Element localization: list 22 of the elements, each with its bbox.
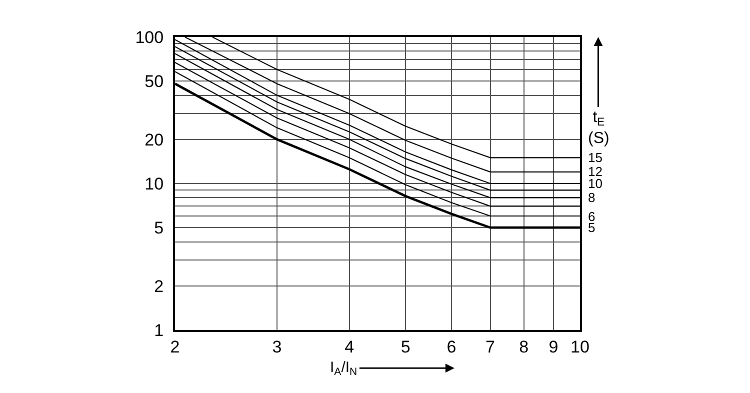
series-label: 10 <box>588 176 602 191</box>
x-tick-label: 3 <box>272 337 282 356</box>
y-tick-label: 10 <box>144 174 164 194</box>
x-tick-label: 2 <box>170 337 180 356</box>
y-tick-label: 20 <box>144 130 164 150</box>
y-tick-label: 100 <box>135 28 164 47</box>
x-tick-label: 4 <box>344 337 354 356</box>
y-tick-label: 2 <box>154 276 164 296</box>
x-axis-title: I$_{A}$/I$_{N}$ <box>330 359 358 378</box>
x-tick-label: 9 <box>548 337 558 356</box>
x-tick-label: 10 <box>570 337 590 356</box>
y-tick-label: 5 <box>154 218 164 238</box>
x-tick-label: 7 <box>486 337 495 356</box>
x-tick-label: 5 <box>400 337 410 356</box>
y-tick-label: 1 <box>154 320 164 340</box>
x-tick-label: 6 <box>446 337 456 356</box>
y-tick-label: 50 <box>144 72 164 92</box>
series-label: 8 <box>588 190 596 205</box>
y-axis-title: t$_{E}$ (S) <box>588 109 610 147</box>
series-label: 15 <box>588 150 602 165</box>
x-tick-label: 8 <box>519 337 529 356</box>
series-label: 12 <box>588 164 602 179</box>
